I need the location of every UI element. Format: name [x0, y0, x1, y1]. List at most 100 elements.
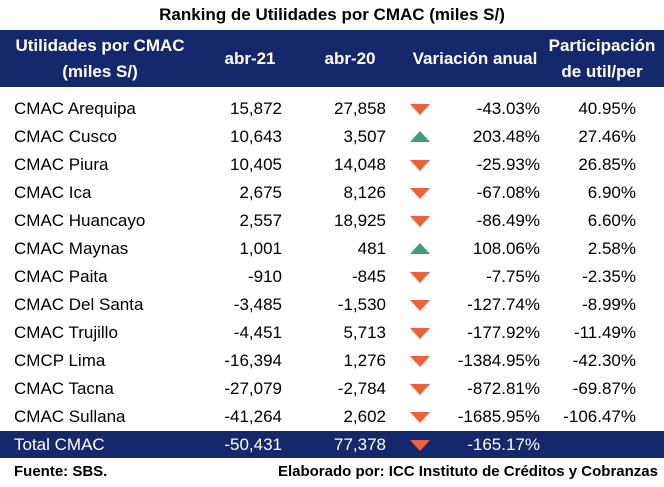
table-row: CMAC Piura 10,405 14,048 -25.93% 26.85%	[0, 151, 664, 179]
table-row: CMAC Arequipa 15,872 27,858 -43.03% 40.95%	[0, 95, 664, 123]
table-header: Utilidades por CMAC (miles S/) abr-21 ab…	[0, 30, 664, 87]
triangle-down-icon	[410, 319, 432, 347]
header-abr20: abr-20	[324, 48, 376, 68]
source-note: Fuente: SBS.	[14, 463, 108, 480]
table-row: CMAC Tacna -27,079 -2,784 -872.81% -69.87%	[0, 375, 664, 403]
row-abr21: 10,643	[230, 127, 282, 146]
triangle-down-icon	[410, 207, 432, 235]
row-share: 26.85%	[578, 155, 636, 174]
triangle-down-icon	[410, 151, 432, 179]
table-row: CMAC Trujillo -4,451 5,713 -177.92% -11.49%	[0, 319, 664, 347]
row-share: 27.46%	[578, 127, 636, 146]
row-name: CMAC Piura	[14, 155, 109, 174]
row-abr20: 18,925	[334, 211, 386, 230]
table-row: CMAC Del Santa -3,485 -1,530 -127.74% -8.99%	[0, 291, 664, 319]
row-variation: -127.74%	[467, 295, 540, 314]
row-share: 6.90%	[587, 183, 636, 202]
row-name: CMAC Huancayo	[14, 211, 146, 230]
table-row: CMCP Lima -16,394 1,276 -1384.95% -42.30%	[0, 347, 664, 375]
row-variation: -872.81%	[467, 379, 540, 398]
triangle-up-icon	[410, 235, 432, 263]
triangle-down-icon	[410, 179, 432, 207]
row-variation: -177.92%	[467, 323, 540, 342]
row-name: CMAC Maynas	[14, 239, 129, 258]
triangle-down-icon	[410, 263, 432, 291]
table-row: CMAC Cusco 10,643 3,507 203.48% 27.46%	[0, 123, 664, 151]
row-name: CMAC Tacna	[14, 379, 114, 398]
row-abr20: 481	[357, 239, 386, 258]
row-abr21: 15,872	[230, 99, 282, 118]
row-abr21: 2,557	[239, 211, 282, 230]
row-abr20: 1,276	[343, 351, 386, 370]
row-variation: 108.06%	[472, 239, 540, 258]
header-name: Utilidades por CMAC (miles S/)	[15, 35, 185, 81]
row-share: -2.35%	[582, 267, 636, 286]
table-row: CMAC Paita -910 -845 -7.75% -2.35%	[0, 263, 664, 291]
triangle-down-icon	[410, 291, 432, 319]
row-share: -106.47%	[563, 407, 636, 426]
total-variation: -165.17%	[467, 435, 540, 454]
row-share: 40.95%	[578, 99, 636, 118]
row-name: CMAC Sullana	[14, 407, 126, 426]
table-title: Ranking de Utilidades por CMAC (miles S/…	[159, 5, 505, 24]
row-name: CMAC Del Santa	[14, 295, 144, 314]
triangle-down-icon	[410, 375, 432, 403]
row-variation: 203.48%	[472, 127, 540, 146]
footer: Fuente: SBS. Elaborado por: ICC Institut…	[0, 460, 664, 484]
row-abr21: -3,485	[233, 295, 282, 314]
row-abr20: -2,784	[337, 379, 386, 398]
total-abr20: 77,378	[334, 435, 386, 454]
row-share: 6.60%	[587, 211, 636, 230]
row-abr21: 10,405	[230, 155, 282, 174]
row-name: CMAC Paita	[14, 267, 108, 286]
triangle-down-icon	[410, 403, 432, 431]
header-share: Participación de util/per	[548, 35, 656, 81]
row-variation: -7.75%	[486, 267, 540, 286]
row-name: CMAC Ica	[14, 183, 92, 202]
row-abr21: -27,079	[224, 379, 282, 398]
row-variation: -1685.95%	[457, 407, 540, 426]
triangle-down-icon	[410, 431, 432, 458]
row-name: CMAC Arequipa	[14, 99, 136, 118]
table-row: CMAC Huancayo 2,557 18,925 -86.49% 6.60%	[0, 207, 664, 235]
triangle-down-icon	[410, 347, 432, 375]
row-abr20: 5,713	[343, 323, 386, 342]
credit-note: Elaborado por: ICC Instituto de Créditos…	[277, 463, 658, 480]
total-row: Total CMAC -50,431 77,378 -165.17%	[0, 431, 664, 458]
header-variation: Variación anual	[412, 48, 538, 68]
row-variation: -25.93%	[476, 155, 540, 174]
row-share: -11.49%	[573, 323, 636, 342]
header-abr21: abr-21	[224, 48, 276, 68]
table-row: CMAC Sullana -41,264 2,602 -1685.95% -106.47…	[0, 403, 664, 431]
row-share: -69.87%	[572, 379, 636, 398]
row-variation: -43.03%	[476, 99, 540, 118]
triangle-up-icon	[410, 123, 432, 151]
row-name: CMAC Cusco	[14, 127, 117, 146]
table-row: CMAC Ica 2,675 8,126 -67.08% 6.90%	[0, 179, 664, 207]
row-abr20: 14,048	[334, 155, 386, 174]
row-abr20: 3,507	[343, 127, 386, 146]
row-share: -42.30%	[572, 351, 636, 370]
row-abr20: 2,602	[343, 407, 386, 426]
row-abr21: -910	[247, 267, 282, 286]
row-variation: -67.08%	[476, 183, 540, 202]
row-abr21: 1,001	[239, 239, 282, 258]
row-abr20: 27,858	[334, 99, 386, 118]
row-abr21: -41,264	[224, 407, 282, 426]
row-share: 2.58%	[587, 239, 636, 258]
row-variation: -1384.95%	[457, 351, 540, 370]
total-abr21: -50,431	[224, 435, 282, 454]
row-abr20: -1,530	[337, 295, 386, 314]
row-abr21: -16,394	[224, 351, 282, 370]
row-abr20: -845	[351, 267, 386, 286]
row-name: CMAC Trujillo	[14, 323, 118, 342]
row-abr20: 8,126	[343, 183, 386, 202]
row-abr21: -4,451	[233, 323, 282, 342]
row-name: CMCP Lima	[14, 351, 106, 370]
row-abr21: 2,675	[239, 183, 282, 202]
total-name: Total CMAC	[14, 435, 105, 454]
row-share: -8.99%	[582, 295, 636, 314]
triangle-down-icon	[410, 95, 432, 123]
row-variation: -86.49%	[476, 211, 540, 230]
table-row: CMAC Maynas 1,001 481 108.06% 2.58%	[0, 235, 664, 263]
